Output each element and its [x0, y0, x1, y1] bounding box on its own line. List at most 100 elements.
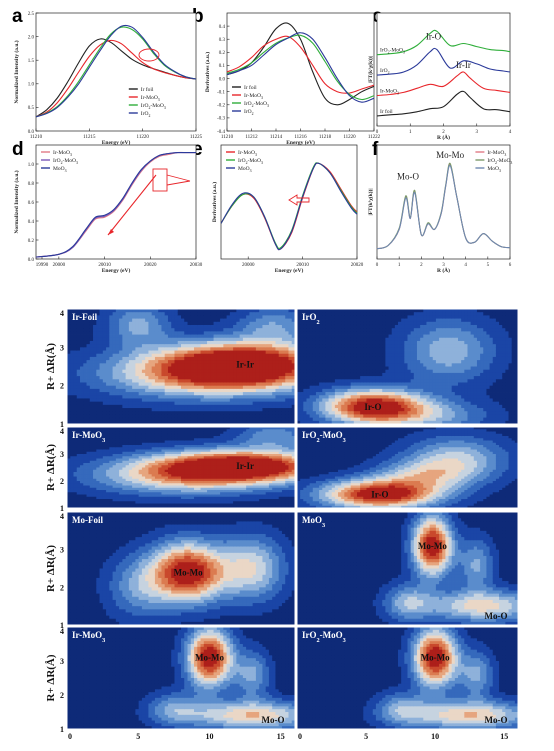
y-tick-label: 0.0	[219, 77, 226, 82]
subscript: 3	[397, 91, 399, 95]
heatmap-x-tick: 0	[298, 732, 302, 741]
y-tick-label: 0.1	[219, 64, 226, 69]
heatmap-peak-label: Mo-Mo	[174, 567, 203, 577]
chart-panel-d: 19990 20000 20010 20020 20030 0.0 0.2 0.4 0.6 0.8…	[13, 144, 203, 274]
text-part: IrO	[380, 68, 388, 74]
text-part: -MoO	[320, 630, 343, 640]
peak-annotation: Ir-Ir	[456, 60, 471, 70]
y-tick-label: 0.4	[219, 25, 226, 30]
subscript: 2	[252, 104, 254, 108]
x-tick-label: 11212	[245, 135, 258, 140]
legend-entry: IrO2	[244, 109, 254, 116]
x-tick-label: 20010	[98, 263, 111, 268]
subscript: 2	[148, 114, 150, 118]
heatmap-peak-label: Ir-O	[364, 402, 381, 412]
y-tick-label: -0.4	[217, 130, 225, 135]
heatmap-y-tick: 3	[60, 450, 64, 459]
y-tick-label: 0.4	[28, 220, 35, 225]
y-tick-label: 0.3	[219, 38, 226, 43]
y-tick-label: 0.0	[28, 130, 35, 135]
wavelet-panel-6: Ir-MoO3 Mo-Mo Mo-O	[66, 626, 296, 730]
text-part: IrO	[302, 312, 317, 322]
y-tick-label: 0.2	[219, 51, 226, 56]
legend-entry: Ir-MoO3	[487, 150, 506, 157]
x-axis-label: Energy (eV)	[286, 139, 315, 146]
chart-panel-c: 0 1 2 3 4R (Å)|FT(k³χ(k))|IrO2-MoO3IrO2Ir-Mo…	[367, 12, 512, 141]
plot-frame	[220, 144, 358, 260]
wavelet-panel-5: MoO3 Mo-Mo Mo-O	[296, 511, 519, 626]
heatmap-x-tick: 5	[364, 732, 368, 741]
heatmap-x-tick: 0	[68, 732, 72, 741]
x-tick-label: 1	[409, 130, 412, 135]
chart-panel-b: 11210 11212 11214 11216 11218 11220 11222 -0.4 -…	[204, 12, 381, 146]
text-part: IrO	[487, 158, 495, 164]
subscript: 3	[76, 161, 78, 165]
x-tick-label: 0	[376, 130, 379, 135]
legend-entry: IrO2-MoO3	[141, 103, 166, 110]
heatmap-peak-label: Ir-O	[371, 490, 388, 500]
series-line-c-2	[376, 71, 511, 97]
text-part: MoO	[238, 166, 250, 172]
heatmap-y-tick: 4	[60, 512, 64, 521]
subscript: 2	[317, 319, 320, 326]
subscript: 2	[388, 71, 390, 75]
heatmap-x-tick: 5	[136, 732, 140, 741]
legend-entry: MoO3	[53, 166, 67, 173]
x-tick-label: 11220	[343, 135, 356, 140]
x-tick-label: 4	[464, 263, 467, 268]
legend-entry: Ir-MoO3	[244, 93, 263, 100]
subscript: 3	[261, 161, 263, 165]
x-tick-label: 1	[398, 263, 401, 268]
series-line-a-1	[35, 39, 197, 118]
y-tick-label: 0.8	[28, 182, 35, 187]
text-part: Ir-MoO	[53, 150, 70, 156]
text-part: Ir-MoO	[238, 150, 255, 156]
x-tick-label: 20000	[53, 263, 66, 268]
heatmap-title: Ir-Foil	[72, 312, 98, 322]
x-tick-label: 3	[442, 263, 445, 268]
y-axis-label: |FT(k³χ(k))|	[367, 56, 374, 83]
wavelet-panel-1: IrO2 Ir-O	[296, 308, 519, 425]
subscript: 2	[246, 161, 248, 165]
legend-entry: MoO3	[487, 166, 501, 173]
plot-frame	[35, 144, 197, 260]
y-tick-label: 2.5	[28, 12, 35, 17]
text-part: Ir-MoO	[244, 93, 261, 99]
y-tick-label: 0.6	[28, 201, 35, 206]
x-tick-label: 20030	[190, 263, 203, 268]
heatmap-y-tick: 4	[60, 309, 64, 318]
text-part: IrO	[53, 158, 61, 164]
heatmap-y-tick: 2	[60, 691, 64, 700]
subscript: 3	[250, 169, 252, 173]
subscript: 2	[252, 112, 254, 116]
heatmap-title: Mo-Foil	[72, 515, 103, 525]
y-tick-label: 0.0	[28, 258, 35, 263]
heatmap-peak-label: Ir-Ir	[236, 461, 254, 471]
x-tick-label: 11215	[83, 135, 96, 140]
x-tick-label: 11220	[137, 135, 150, 140]
text-part: MoO	[302, 515, 322, 525]
text-part: MoO	[487, 166, 499, 172]
text-part: IrO	[244, 101, 252, 107]
heatmap-peak-label: Ir-Ir	[236, 360, 254, 370]
subscript: 2	[61, 161, 63, 165]
x-tick-label: 20020	[144, 263, 157, 268]
text-part: IrO	[302, 630, 317, 640]
heatmap-y-tick: 1	[60, 725, 64, 734]
x-tick-label: 11225	[190, 135, 203, 140]
legend-entry: IrO2-MoO3	[53, 158, 78, 165]
x-tick-label: 20000	[242, 263, 255, 268]
series-label: IrO2-MoO3	[380, 48, 405, 55]
text-part: Ir-MoO	[72, 430, 102, 440]
y-axis-label: |FT(k³χ(k))|	[367, 188, 374, 215]
text-part: IrO	[302, 430, 317, 440]
subscript: 3	[499, 169, 501, 173]
y-tick-label: 1.5	[28, 59, 35, 64]
text-part: -MoO	[497, 158, 510, 164]
subscript: 3	[510, 161, 512, 165]
heatmap-peak-label: Mo-Mo	[418, 541, 447, 551]
text-part: Ir foil	[380, 108, 393, 115]
